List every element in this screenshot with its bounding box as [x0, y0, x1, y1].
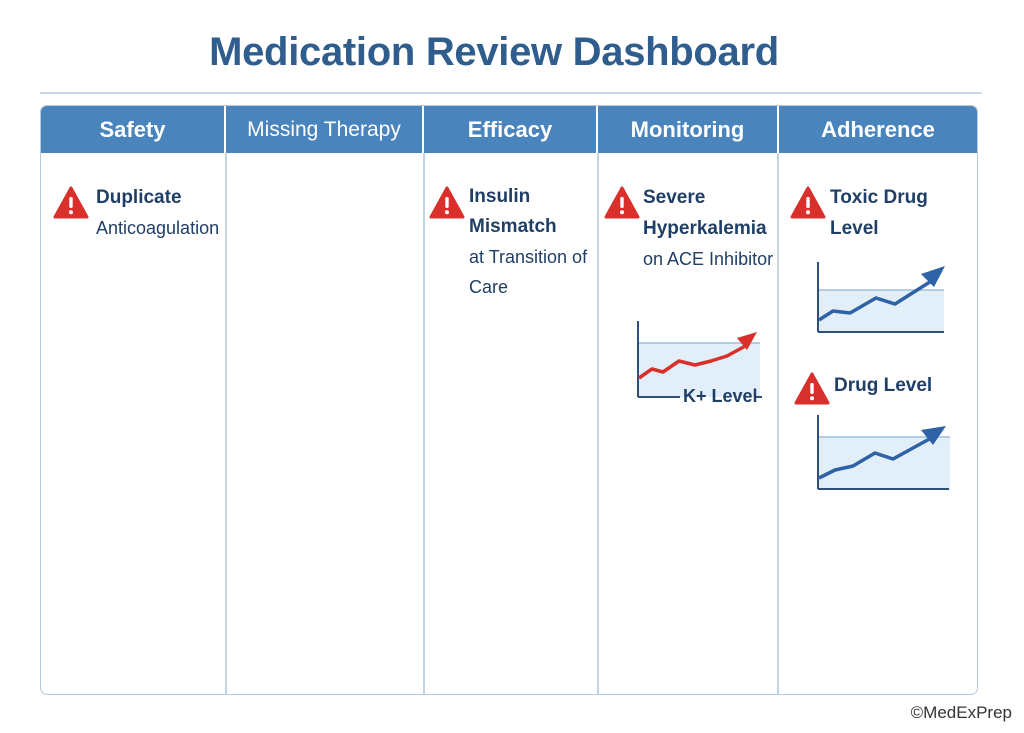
column-header-efficacy[interactable]: Efficacy: [424, 106, 598, 153]
chart-target-band: [818, 437, 950, 489]
trend-up-arrow-icon: [737, 332, 757, 350]
copyright-notice: ©MedExPrep: [910, 703, 1012, 722]
chart-series-line: [818, 435, 934, 480]
column-divider: [597, 153, 599, 694]
card-title: Drug Level: [834, 375, 933, 396]
column-divider: [423, 153, 425, 694]
chart-series-line: [818, 278, 934, 322]
title-divider: [40, 92, 982, 94]
warning-icon: [794, 372, 830, 405]
column-header-monitoring[interactable]: Monitoring: [598, 106, 779, 153]
card-subtitle: at Transition of: [469, 247, 588, 267]
column-divider: [777, 153, 779, 694]
card-subtitle: Care: [469, 277, 509, 297]
column-divider: [225, 153, 227, 694]
warning-icon: [604, 186, 640, 219]
column-header-safety[interactable]: Safety: [41, 106, 226, 153]
trend-up-arrow-icon: [921, 266, 945, 287]
warning-icon: [790, 186, 826, 219]
card-subtitle: Anticoagulation: [96, 218, 220, 238]
warning-icon: [53, 186, 89, 219]
drug-level-trend-chart: [817, 415, 950, 490]
card-title-line: Level: [830, 218, 879, 239]
card-subtitle: on ACE Inhibitor: [643, 249, 774, 269]
toxic-drug-level-trend-chart: [817, 262, 945, 333]
card-title-line: Severe: [643, 187, 706, 208]
column-header-adherence[interactable]: Adherence: [821, 116, 935, 142]
review-board: Safety Missing Therapy Efficacy Monitori…: [40, 105, 978, 695]
column-header-missing-therapy[interactable]: Missing Therapy: [226, 106, 424, 153]
warning-icon: [429, 186, 465, 219]
card-title-line: Insulin: [469, 186, 531, 207]
card-title-line: Hyperkalemia: [643, 218, 767, 239]
card-title-line: Mismatch: [469, 216, 557, 237]
page-title: Medication Review Dashboard: [209, 30, 779, 74]
trend-up-arrow-icon: [921, 426, 946, 445]
column-header-row: Safety Missing Therapy Efficacy Monitori…: [41, 106, 977, 153]
chart-series-line: [638, 342, 750, 380]
card-title-line: Toxic Drug: [830, 187, 928, 208]
chart-label: K+ Level: [683, 386, 758, 404]
k-level-trend-chart: K+ Level: [637, 321, 762, 404]
card-title: Duplicate: [96, 187, 182, 208]
